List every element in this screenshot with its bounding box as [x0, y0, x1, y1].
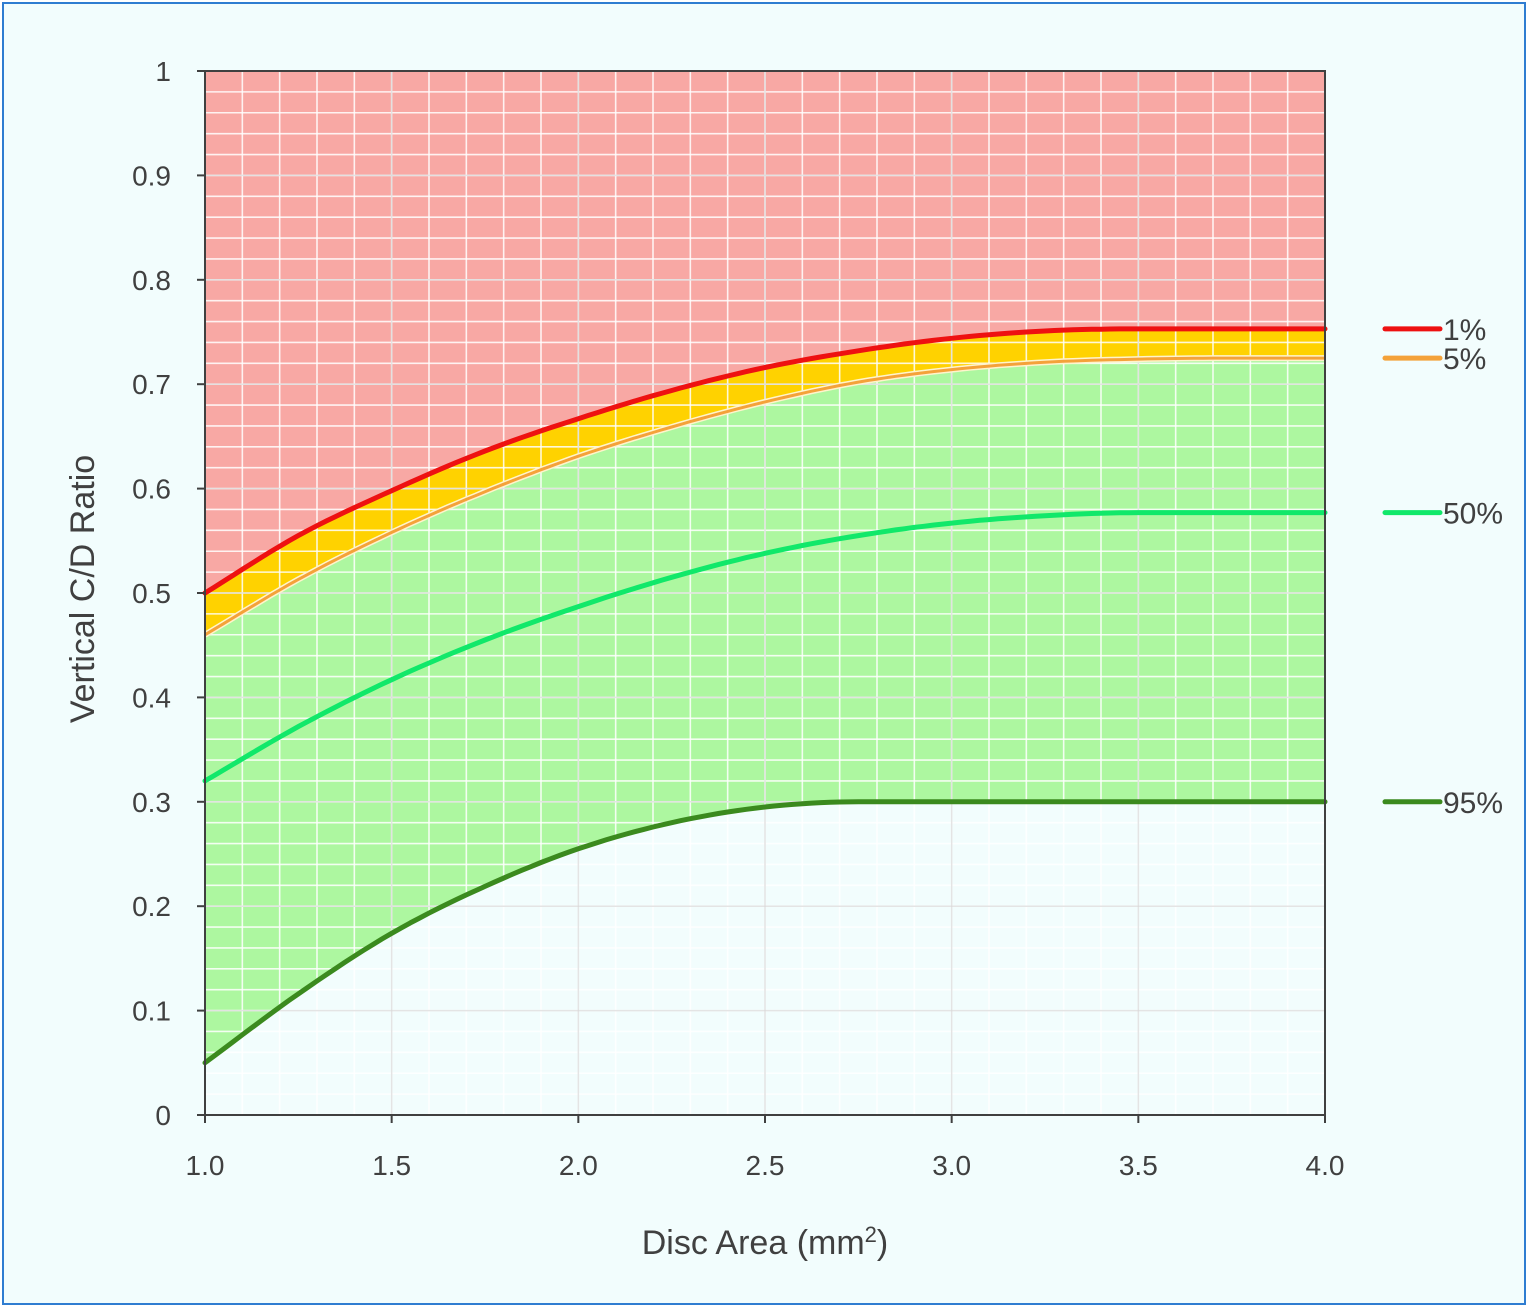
x-tick-label: 2.0	[559, 1150, 598, 1181]
chart-svg: 1.0 1.5 2.0 2.5 3.0 3.5 4.0 0 0.1 0.2 0.3 0.4 0.5 0.…	[64, 56, 1503, 1263]
y-tick-label: 0.7	[132, 369, 171, 400]
x-axis-title: Disc Area (mm2)	[642, 1222, 889, 1263]
legend-label-5: 5%	[1443, 343, 1486, 376]
y-tick-label: 0.5	[132, 578, 171, 609]
x-tick-label: 3.5	[1119, 1150, 1158, 1181]
x-tick-label: 2.5	[746, 1150, 785, 1181]
legend-label-1: 1%	[1443, 314, 1486, 347]
x-tick-label: 3.0	[932, 1150, 971, 1181]
y-tick-label: 0.1	[132, 996, 171, 1027]
series-line-5	[204, 356, 1325, 637]
y-tick-label: 0.8	[132, 265, 171, 296]
y-tick-label: 0	[155, 1100, 171, 1131]
chart-series-lines	[202, 326, 1328, 1066]
x-tick-label: 4.0	[1306, 1150, 1345, 1181]
y-axis-tick-labels: 0 0.1 0.2 0.3 0.4 0.5 0.6 0.7 0.8 0.9 1	[132, 56, 205, 1131]
series-line-50	[202, 510, 1328, 784]
chart-legend: 1%5% 50% 95%	[1382, 314, 1503, 820]
x-tick-label: 1.0	[186, 1150, 225, 1181]
y-tick-label: 0.2	[132, 891, 171, 922]
y-tick-label: 0.9	[132, 160, 171, 191]
y-tick-label: 1	[155, 56, 171, 87]
series-line-1	[202, 326, 1328, 596]
x-axis-tick-labels: 1.0 1.5 2.0 2.5 3.0 3.5 4.0	[186, 1115, 1345, 1181]
legend-label-95: 95%	[1443, 787, 1503, 820]
y-tick-label: 0.4	[132, 682, 171, 713]
y-axis-title: Vertical C/D Ratio	[64, 455, 102, 723]
legend-label-50: 50%	[1443, 498, 1503, 531]
y-tick-label: 0.3	[132, 787, 171, 818]
x-tick-label: 1.5	[372, 1150, 411, 1181]
y-tick-label: 0.6	[132, 474, 171, 505]
series-line-95	[202, 799, 1328, 1066]
